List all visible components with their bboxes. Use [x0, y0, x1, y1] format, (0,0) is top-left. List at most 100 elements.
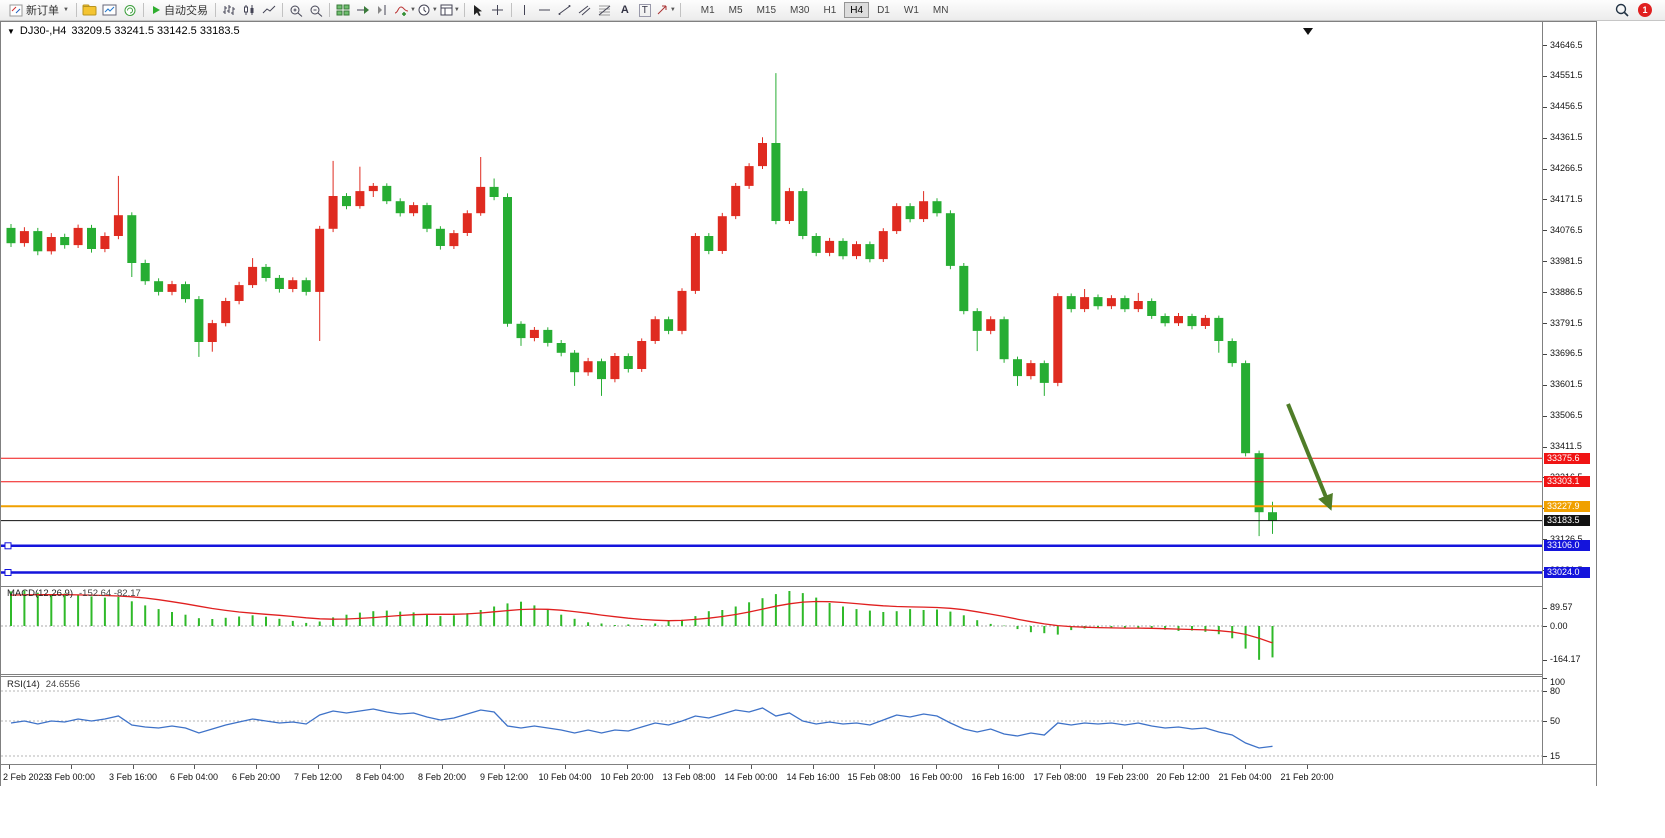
- timeframe-button-m5[interactable]: M5: [728, 5, 743, 16]
- timeframe-button-h4[interactable]: H4: [844, 2, 870, 18]
- time-axis-label: 21 Feb 04:00: [1218, 772, 1272, 782]
- price-axis-tick: [1543, 168, 1547, 170]
- new-order-button[interactable]: 新订单 ▼: [5, 2, 73, 19]
- community-icon: [124, 4, 136, 16]
- time-axis-label: 6 Feb 04:00: [169, 772, 219, 782]
- one-click-trading-triangle-icon[interactable]: ▼: [7, 26, 15, 36]
- candle-body: [221, 301, 231, 324]
- price-axis-label: 34171.5: [1550, 193, 1583, 204]
- line-chart-button[interactable]: [259, 2, 279, 19]
- price-axis-label: 34361.5: [1550, 132, 1583, 143]
- time-axis-tick: [874, 765, 875, 769]
- candle-body: [852, 244, 861, 257]
- horizontal-line-icon: [539, 9, 551, 11]
- pane-separator[interactable]: [1, 676, 1596, 677]
- candle-body: [543, 329, 553, 343]
- label-tool-button[interactable]: T: [635, 2, 655, 19]
- auto-trading-button[interactable]: 自动交易: [147, 2, 212, 19]
- trendline-icon: [558, 5, 571, 15]
- candle-body: [784, 191, 794, 221]
- zoom-out-icon: [310, 5, 323, 17]
- candle-body: [999, 319, 1009, 360]
- search-button[interactable]: [1612, 2, 1632, 19]
- templates-button[interactable]: ▼: [439, 2, 461, 19]
- time-axis-tick: [1122, 765, 1123, 769]
- auto-scroll-icon: [356, 6, 369, 14]
- price-axis-tick: [1543, 137, 1547, 139]
- rsi-pane[interactable]: [1, 677, 1542, 763]
- timeframe-button-d1[interactable]: D1: [877, 5, 890, 16]
- tile-windows-button[interactable]: [333, 2, 353, 19]
- macd-pane-label: MACD(12,26,9) -152.64 -82.17: [7, 588, 141, 599]
- candle-body: [1106, 298, 1116, 307]
- time-axis-label: 13 Feb 08:00: [662, 772, 716, 782]
- auto-scroll-button[interactable]: [353, 2, 373, 19]
- candle-body: [1013, 359, 1022, 377]
- timeframe-button-m1[interactable]: M1: [700, 5, 715, 16]
- toolbar-separator: [679, 3, 681, 17]
- horizontal-line-tool-button[interactable]: [535, 2, 555, 19]
- candle-body: [597, 361, 606, 380]
- trend-arrow-object[interactable]: [1286, 403, 1333, 511]
- timeframe-button-m30[interactable]: M30: [790, 5, 810, 16]
- price-axis-tick: [1543, 384, 1547, 386]
- pane-separator[interactable]: [1, 586, 1596, 587]
- candle-body: [811, 236, 821, 253]
- timeframe-button-mn[interactable]: MN: [932, 5, 949, 16]
- candle-body: [503, 197, 512, 324]
- zoom-out-button[interactable]: [306, 2, 326, 19]
- rsi-axis-tick: [1543, 721, 1547, 722]
- timeframe-button-w1[interactable]: W1: [903, 5, 919, 16]
- line-handle[interactable]: [4, 569, 12, 576]
- fibonacci-tool-button[interactable]: [595, 2, 615, 19]
- price-axis[interactable]: 34646.5 34551.5 34456.5 34361.5 34266.5 34171…: [1542, 22, 1596, 764]
- chart-shift-marker[interactable]: [1303, 28, 1313, 35]
- rsi-axis-label: 80: [1550, 685, 1561, 696]
- candle-body: [677, 290, 687, 331]
- cursor-button[interactable]: [468, 2, 488, 19]
- line-handle[interactable]: [4, 542, 12, 550]
- toolbar-separator: [328, 3, 330, 17]
- time-axis-tick: [627, 765, 628, 769]
- charts-button[interactable]: [100, 2, 120, 19]
- candlestick-chart-button[interactable]: [239, 2, 259, 19]
- price-axis-label: 33411.5: [1550, 441, 1582, 451]
- chevron-down-icon: ▼: [431, 7, 438, 13]
- candle-body: [1214, 317, 1224, 341]
- notification-badge[interactable]: 1: [1638, 3, 1652, 17]
- toolbar-separator: [142, 3, 144, 17]
- indicators-button[interactable]: ▼: [393, 2, 417, 19]
- zoom-in-button[interactable]: [286, 2, 306, 19]
- candle-body: [422, 205, 432, 229]
- shapes-button[interactable]: ▼: [655, 2, 677, 19]
- candle-body: [342, 196, 351, 207]
- cursor-icon: [474, 4, 483, 16]
- price-chart-pane[interactable]: [1, 22, 1542, 586]
- candle-body: [570, 352, 580, 373]
- candle-body: [449, 233, 459, 247]
- periods-button[interactable]: ▼: [417, 2, 439, 19]
- chart-shift-button[interactable]: [373, 2, 393, 19]
- price-axis-tick: [1543, 539, 1547, 541]
- price-axis-tick: [1543, 292, 1547, 294]
- price-line-tag: 33227.9: [1544, 500, 1590, 512]
- time-axis[interactable]: 2 Feb 2023 3 Feb 00:00 3 Feb 16:00 6 Feb 04…: [1, 764, 1596, 786]
- bar-chart-button[interactable]: [219, 2, 239, 19]
- candle-body: [731, 185, 741, 217]
- time-axis-tick: [71, 765, 72, 769]
- text-tool-button[interactable]: A: [615, 2, 635, 19]
- macd-pane[interactable]: [1, 586, 1542, 674]
- vertical-line-tool-button[interactable]: [515, 2, 535, 19]
- timeframe-button-m15[interactable]: M15: [756, 5, 777, 16]
- toolbar-separator: [214, 3, 216, 17]
- candle-body: [46, 237, 56, 252]
- crosshair-button[interactable]: [488, 2, 508, 19]
- profiles-button[interactable]: [80, 2, 100, 19]
- timeframe-button-h1[interactable]: H1: [823, 5, 837, 16]
- trendline-tool-button[interactable]: [555, 2, 575, 19]
- channel-tool-button[interactable]: [575, 2, 595, 19]
- community-button[interactable]: [120, 2, 140, 19]
- time-axis-tick: [998, 765, 999, 769]
- candle-body: [1227, 341, 1237, 364]
- pane-separator[interactable]: [1, 674, 1596, 675]
